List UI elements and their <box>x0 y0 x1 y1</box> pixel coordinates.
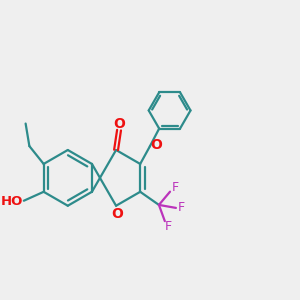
Text: O: O <box>112 206 123 220</box>
Text: O: O <box>150 138 162 152</box>
Text: F: F <box>172 181 178 194</box>
Text: O: O <box>113 117 125 131</box>
Text: F: F <box>178 201 185 214</box>
Text: F: F <box>165 220 172 233</box>
Text: HO: HO <box>1 195 23 208</box>
